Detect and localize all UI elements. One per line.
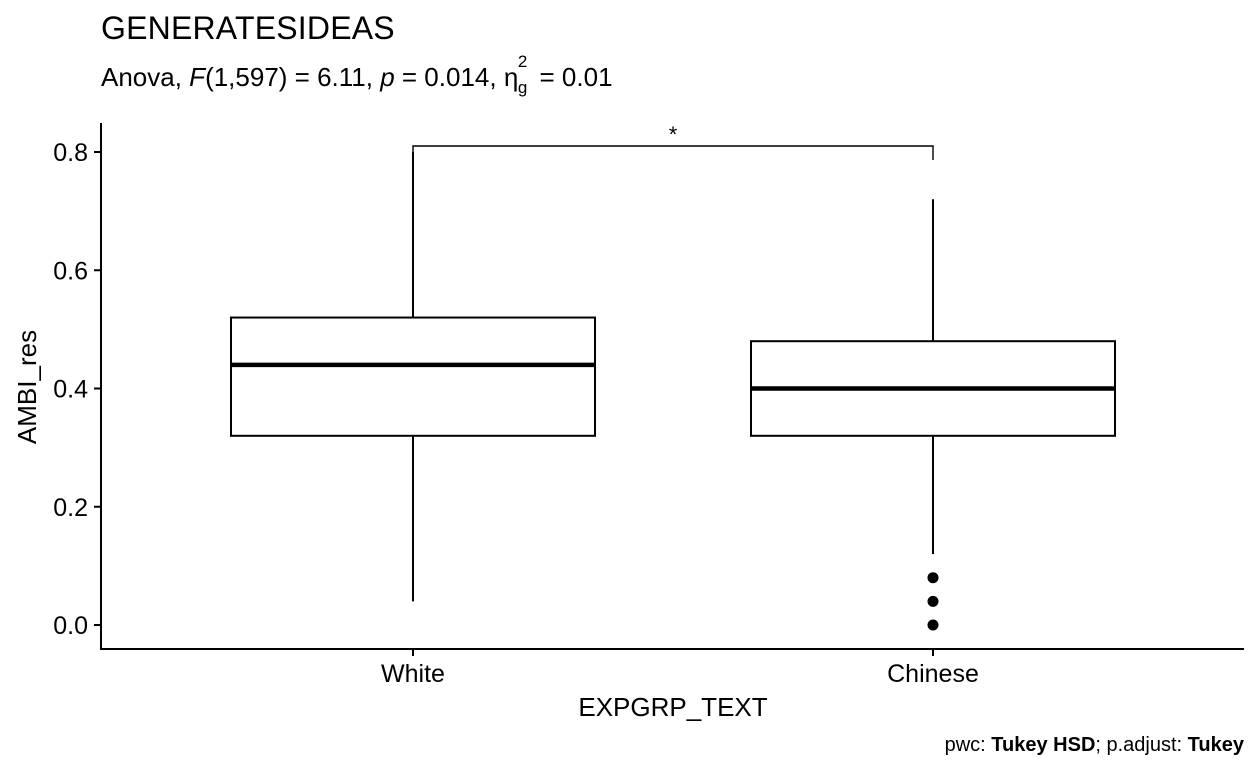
y-tick-label-0.4: 0.4 xyxy=(53,376,88,404)
outlier-chinese-0 xyxy=(927,572,939,584)
box-white xyxy=(230,316,596,437)
subtitle-prefix: Anova, xyxy=(101,62,190,92)
caption-padj-value: Tukey xyxy=(1187,734,1244,756)
p-text: = 0.014, xyxy=(394,62,504,92)
caption-separator: ; p.adjust: xyxy=(1095,734,1188,756)
outlier-chinese-1 xyxy=(927,595,939,607)
y-axis-title: AMBI_res xyxy=(12,330,42,444)
y-tick-label-0.0: 0.0 xyxy=(53,612,88,640)
significance-bracket xyxy=(412,145,934,160)
f-symbol: F xyxy=(189,62,206,92)
eta-subscript: g xyxy=(517,78,528,97)
x-axis-title: EXPGRP_TEXT xyxy=(578,692,767,722)
eta-superscript: 2 xyxy=(517,52,528,71)
x-tick-label-chinese: Chinese xyxy=(887,660,979,688)
chart-title: GENERATESIDEAS xyxy=(101,10,395,46)
y-tick-label-0.6: 0.6 xyxy=(53,257,88,285)
y-tick-label-0.8: 0.8 xyxy=(53,139,88,167)
x-tick-label-white: White xyxy=(381,660,445,688)
p-symbol: p xyxy=(380,62,395,92)
outlier-chinese-2 xyxy=(927,619,939,631)
y-tick-label-0.2: 0.2 xyxy=(53,494,88,522)
chart-caption: pwc: Tukey HSD; p.adjust: Tukey xyxy=(945,734,1244,757)
eta-text: = 0.01 xyxy=(532,62,613,92)
caption-pwc-value: Tukey HSD xyxy=(991,734,1096,756)
f-args: (1,597) = 6.11, xyxy=(205,62,381,92)
caption-pwc-label: pwc: xyxy=(944,734,992,756)
significance-label: * xyxy=(669,122,678,147)
